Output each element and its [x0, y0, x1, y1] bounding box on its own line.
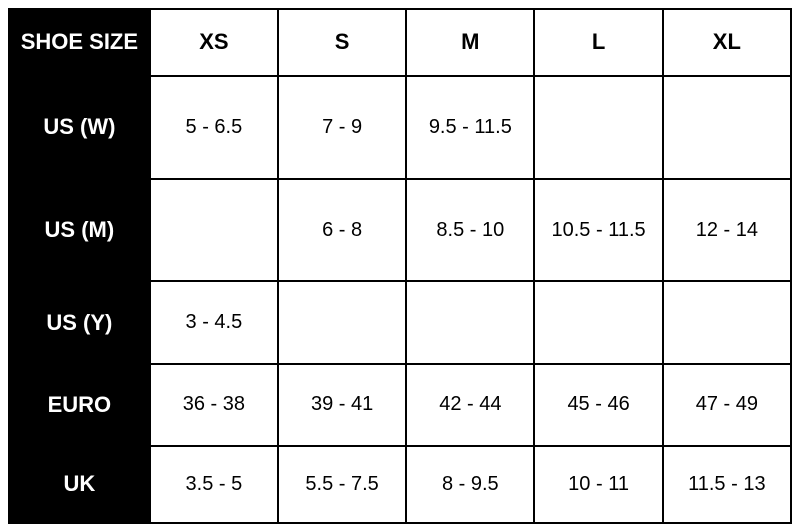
cell [663, 76, 791, 179]
cell [534, 281, 662, 363]
cell [278, 281, 406, 363]
cell [663, 281, 791, 363]
row-header-usw: US (W) [9, 76, 150, 179]
cell: 42 - 44 [406, 364, 534, 446]
col-header-xl: XL [663, 9, 791, 76]
cell: 8.5 - 10 [406, 179, 534, 282]
table-row: UK 3.5 - 5 5.5 - 7.5 8 - 9.5 10 - 11 11.… [9, 446, 791, 523]
cell: 7 - 9 [278, 76, 406, 179]
cell: 10 - 11 [534, 446, 662, 523]
col-header-l: L [534, 9, 662, 76]
cell: 11.5 - 13 [663, 446, 791, 523]
row-header-uk: UK [9, 446, 150, 523]
cell: 36 - 38 [150, 364, 278, 446]
cell [150, 179, 278, 282]
col-header-s: S [278, 9, 406, 76]
cell: 10.5 - 11.5 [534, 179, 662, 282]
cell: 9.5 - 11.5 [406, 76, 534, 179]
cell: 5 - 6.5 [150, 76, 278, 179]
cell: 5.5 - 7.5 [278, 446, 406, 523]
corner-header: SHOE SIZE [9, 9, 150, 76]
cell: 39 - 41 [278, 364, 406, 446]
cell: 8 - 9.5 [406, 446, 534, 523]
cell: 3 - 4.5 [150, 281, 278, 363]
col-header-xs: XS [150, 9, 278, 76]
table-row: US (W) 5 - 6.5 7 - 9 9.5 - 11.5 [9, 76, 791, 179]
row-header-euro: EURO [9, 364, 150, 446]
cell: 12 - 14 [663, 179, 791, 282]
table-row: US (Y) 3 - 4.5 [9, 281, 791, 363]
cell [406, 281, 534, 363]
cell: 6 - 8 [278, 179, 406, 282]
col-header-m: M [406, 9, 534, 76]
table-row: EURO 36 - 38 39 - 41 42 - 44 45 - 46 47 … [9, 364, 791, 446]
cell: 3.5 - 5 [150, 446, 278, 523]
table-row: US (M) 6 - 8 8.5 - 10 10.5 - 11.5 12 - 1… [9, 179, 791, 282]
row-header-usm: US (M) [9, 179, 150, 282]
cell: 47 - 49 [663, 364, 791, 446]
row-header-usy: US (Y) [9, 281, 150, 363]
size-chart-container: SHOE SIZE XS S M L XL US (W) 5 - 6.5 7 -… [8, 8, 792, 524]
cell: 45 - 46 [534, 364, 662, 446]
size-chart-table: SHOE SIZE XS S M L XL US (W) 5 - 6.5 7 -… [8, 8, 792, 524]
cell [534, 76, 662, 179]
table-header-row: SHOE SIZE XS S M L XL [9, 9, 791, 76]
